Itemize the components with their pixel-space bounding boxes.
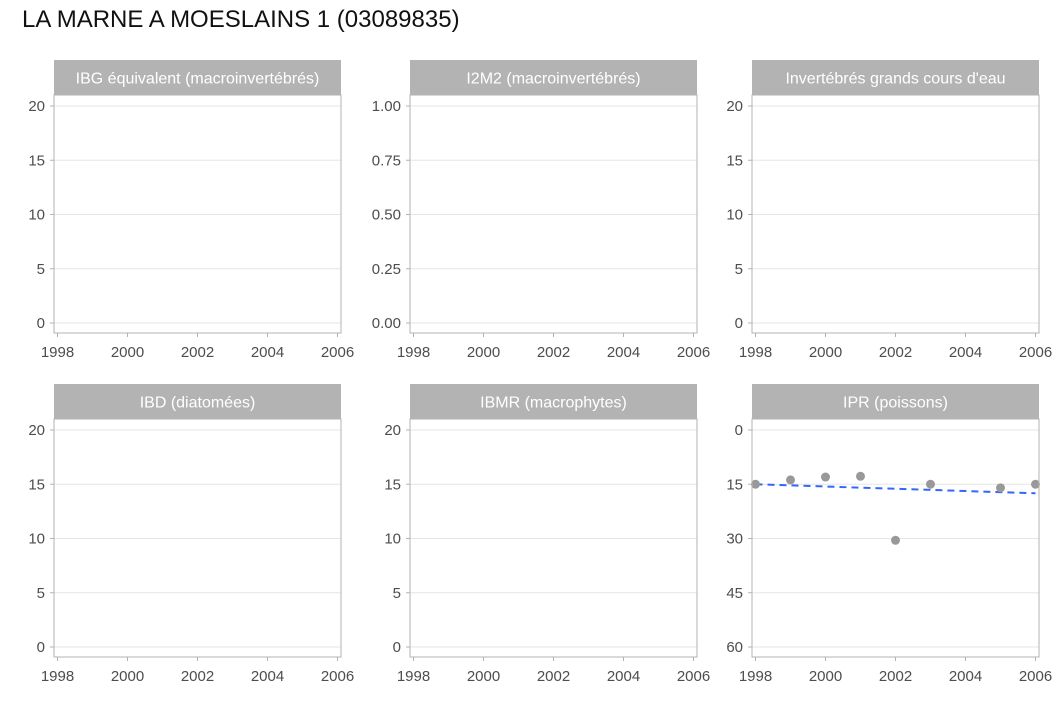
- y-tick-label: 15: [384, 476, 401, 493]
- data-point: [751, 479, 760, 489]
- y-tick-label: 30: [726, 531, 743, 548]
- y-tick-label: 1.00: [372, 98, 401, 115]
- x-tick-label: 2006: [677, 344, 710, 361]
- panel-3: Invertébrés grands cours d'eau 0 5 10 15 20 19…: [726, 60, 1052, 361]
- panel-5: IBMR (macrophytes) 0 5 10 15 20 1998 2000 2002 20…: [384, 384, 710, 685]
- x-tick-label: 2004: [949, 344, 982, 361]
- panel-strip: [410, 384, 697, 419]
- data-point: [821, 472, 830, 482]
- y-tick-label: 0: [37, 315, 45, 332]
- x-tick-label: 2004: [251, 668, 284, 685]
- y-tick-label: 0: [37, 639, 45, 656]
- y-tick-label: 5: [37, 261, 45, 278]
- x-tick-label: 2004: [607, 344, 640, 361]
- data-point: [1031, 479, 1040, 489]
- x-tick-label: 2000: [111, 344, 144, 361]
- x-tick-label: 2004: [251, 344, 284, 361]
- trend-line: [755, 483, 1036, 495]
- x-tick-label: 1998: [41, 668, 74, 685]
- y-tick-label: 5: [735, 261, 743, 278]
- data-point: [996, 483, 1005, 493]
- panel-title: I2M2 (macroinvertébrés): [466, 71, 640, 88]
- x-tick-label: 1998: [41, 344, 74, 361]
- panel-title: IBG équivalent (macroinvertébrés): [76, 71, 320, 88]
- data-point: [786, 475, 795, 485]
- y-tick-label: 5: [37, 585, 45, 602]
- y-tick-label: 0.75: [372, 152, 401, 169]
- x-tick-label: 2000: [809, 344, 842, 361]
- x-tick-label: 2006: [1019, 668, 1052, 685]
- x-tick-label: 2000: [809, 668, 842, 685]
- y-tick-label: 10: [28, 531, 45, 548]
- x-tick-label: 1998: [739, 344, 772, 361]
- panel-title: IBMR (macrophytes): [480, 395, 627, 412]
- y-tick-label: 10: [384, 531, 401, 548]
- panel-title: IBD (diatomées): [140, 395, 256, 412]
- panel-title: Invertébrés grands cours d'eau: [785, 71, 1005, 88]
- panel-frame: [751, 94, 1040, 334]
- y-tick-label: 20: [726, 98, 743, 115]
- x-tick-label: 2000: [467, 344, 500, 361]
- y-tick-label: 10: [726, 207, 743, 224]
- y-tick-label: 0.00: [372, 315, 401, 332]
- x-tick-label: 2002: [879, 344, 912, 361]
- data-point: [926, 479, 935, 489]
- panel-strip: [752, 60, 1039, 95]
- panel-frame: [409, 94, 698, 334]
- panel-strip: [54, 384, 341, 419]
- data-point: [891, 535, 900, 545]
- y-tick-label: 20: [28, 422, 45, 439]
- data-point: [856, 471, 865, 481]
- panel-frame: [53, 94, 342, 334]
- x-tick-label: 1998: [397, 344, 430, 361]
- x-tick-label: 2002: [181, 668, 214, 685]
- y-tick-label: 0.25: [372, 261, 401, 278]
- y-tick-label: 15: [726, 152, 743, 169]
- panel-frame: [53, 418, 342, 658]
- y-tick-label: 20: [384, 422, 401, 439]
- page-title: LA MARNE A MOESLAINS 1 (03089835): [22, 6, 460, 33]
- y-tick-label: 15: [28, 476, 45, 493]
- x-tick-label: 1998: [397, 668, 430, 685]
- panel-frame: [751, 418, 1040, 658]
- panel-4: IBD (diatomées) 0 5 10 15 20 1998 2000 2002 2004 2…: [28, 384, 354, 685]
- x-tick-label: 2000: [111, 668, 144, 685]
- x-tick-label: 2006: [677, 668, 710, 685]
- y-tick-label: 15: [28, 152, 45, 169]
- panel-1: IBG équivalent (macroinvertébrés) 0 5 10 15 2…: [28, 60, 354, 361]
- y-tick-label: 5: [393, 585, 401, 602]
- y-tick-label: 15: [726, 476, 743, 493]
- y-tick-label: 0: [735, 422, 743, 439]
- panel-6: IPR (poissons) 0 15 30 45 60 1998 2000 2002 2004 2…: [726, 384, 1052, 685]
- x-tick-label: 2006: [321, 344, 354, 361]
- x-tick-label: 2004: [607, 668, 640, 685]
- panel-frame: [409, 418, 698, 658]
- y-tick-label: 10: [28, 207, 45, 224]
- panel-2: I2M2 (macroinvertébrés) 0.00 0.25 0.50 0.75 1…: [372, 60, 710, 361]
- x-tick-label: 2000: [467, 668, 500, 685]
- panel-title: IPR (poissons): [843, 395, 948, 412]
- y-tick-label: 60: [726, 639, 743, 656]
- x-tick-label: 2002: [879, 668, 912, 685]
- x-tick-label: 1998: [739, 668, 772, 685]
- x-tick-label: 2006: [321, 668, 354, 685]
- panel-strip: [410, 60, 697, 95]
- x-tick-label: 2002: [181, 344, 214, 361]
- y-tick-label: 0.50: [372, 207, 401, 224]
- y-tick-label: 45: [726, 585, 743, 602]
- x-tick-label: 2004: [949, 668, 982, 685]
- y-tick-label: 0: [735, 315, 743, 332]
- x-tick-label: 2002: [537, 668, 570, 685]
- x-tick-label: 2006: [1019, 344, 1052, 361]
- y-tick-label: 20: [28, 98, 45, 115]
- x-tick-label: 2002: [537, 344, 570, 361]
- y-tick-label: 0: [393, 639, 401, 656]
- panel-strip: [752, 384, 1039, 419]
- panel-strip: [54, 60, 341, 95]
